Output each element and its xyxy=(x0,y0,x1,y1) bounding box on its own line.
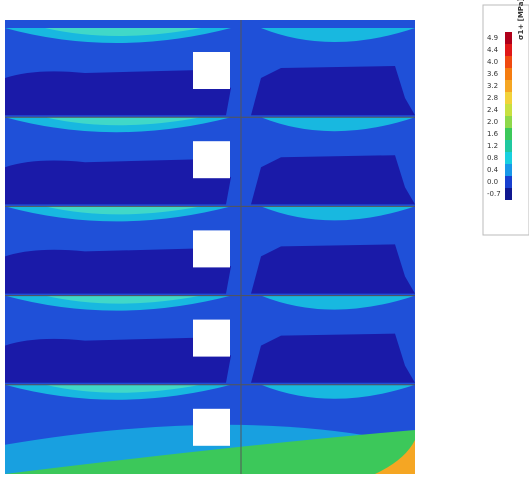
colorbar-tick-label: -0.7 xyxy=(487,190,501,198)
colorbar-segment xyxy=(505,128,512,140)
colorbar-tick-label: 4.0 xyxy=(487,58,498,66)
colorbar-tick-label: 0.8 xyxy=(487,154,498,162)
colorbar-segment xyxy=(505,44,512,56)
colorbar-segment xyxy=(505,32,512,44)
light-band xyxy=(45,28,201,36)
low-stress-region xyxy=(5,337,231,383)
low-stress-region xyxy=(251,66,415,116)
contour-plot xyxy=(5,20,415,474)
cyan-band xyxy=(261,295,415,310)
colorbar-tick-label: 4.4 xyxy=(487,46,499,54)
low-stress-region xyxy=(251,244,415,294)
colorbar-segment xyxy=(505,140,512,152)
colorbar-title: σ1+ [MPa] xyxy=(517,0,525,40)
low-stress-region xyxy=(251,333,415,383)
colorbar-tick-label: 1.6 xyxy=(487,130,499,138)
colorbar-tick-label: 2.4 xyxy=(487,106,499,114)
light-band xyxy=(45,295,201,304)
colorbar-tick-label: 1.2 xyxy=(487,142,498,150)
colorbar-segment xyxy=(505,92,512,104)
colorbar-tick-label: 4.9 xyxy=(487,34,498,42)
cyan-band xyxy=(261,206,415,221)
low-stress-region xyxy=(251,155,415,205)
cyan-band xyxy=(261,384,415,399)
colorbar-segment xyxy=(505,80,512,92)
colorbar-segment xyxy=(505,152,512,164)
colorbar-tick-label: 0.4 xyxy=(487,166,499,174)
colorbar-segment xyxy=(505,104,512,116)
colorbar-segment xyxy=(505,116,512,128)
axis-icon xyxy=(193,230,230,268)
colorbar-segment xyxy=(505,188,512,200)
axis-icon xyxy=(193,52,230,89)
colorbar: σ1+ [MPa] 4.9 4.4 4.0 3.6 3.2 2.8 2.4 2.0 1.6 1.2… xyxy=(482,0,529,236)
light-band xyxy=(45,384,201,393)
high-band xyxy=(5,430,415,474)
colorbar-tick-label: 0.0 xyxy=(487,178,498,186)
colorbar-segment xyxy=(505,164,512,176)
low-stress-region xyxy=(5,248,231,294)
light-band xyxy=(45,117,201,126)
low-stress-region xyxy=(5,70,231,116)
colorbar-tick-label: 2.8 xyxy=(487,94,498,102)
axis-icon xyxy=(193,408,230,446)
high-band xyxy=(375,440,415,474)
axis-icon xyxy=(193,141,230,179)
colorbar-segment xyxy=(505,176,512,188)
axis-icon xyxy=(193,319,230,357)
colorbar-segment xyxy=(505,68,512,80)
colorbar-tick-label: 3.2 xyxy=(487,82,498,90)
light-band xyxy=(45,206,201,215)
colorbar-segment xyxy=(505,56,512,68)
colorbar-tick-label: 3.6 xyxy=(487,70,499,78)
cyan-band xyxy=(261,28,415,42)
low-stress-region xyxy=(5,159,231,205)
colorbar-tick-label: 2.0 xyxy=(487,118,498,126)
cyan-band xyxy=(261,117,415,132)
